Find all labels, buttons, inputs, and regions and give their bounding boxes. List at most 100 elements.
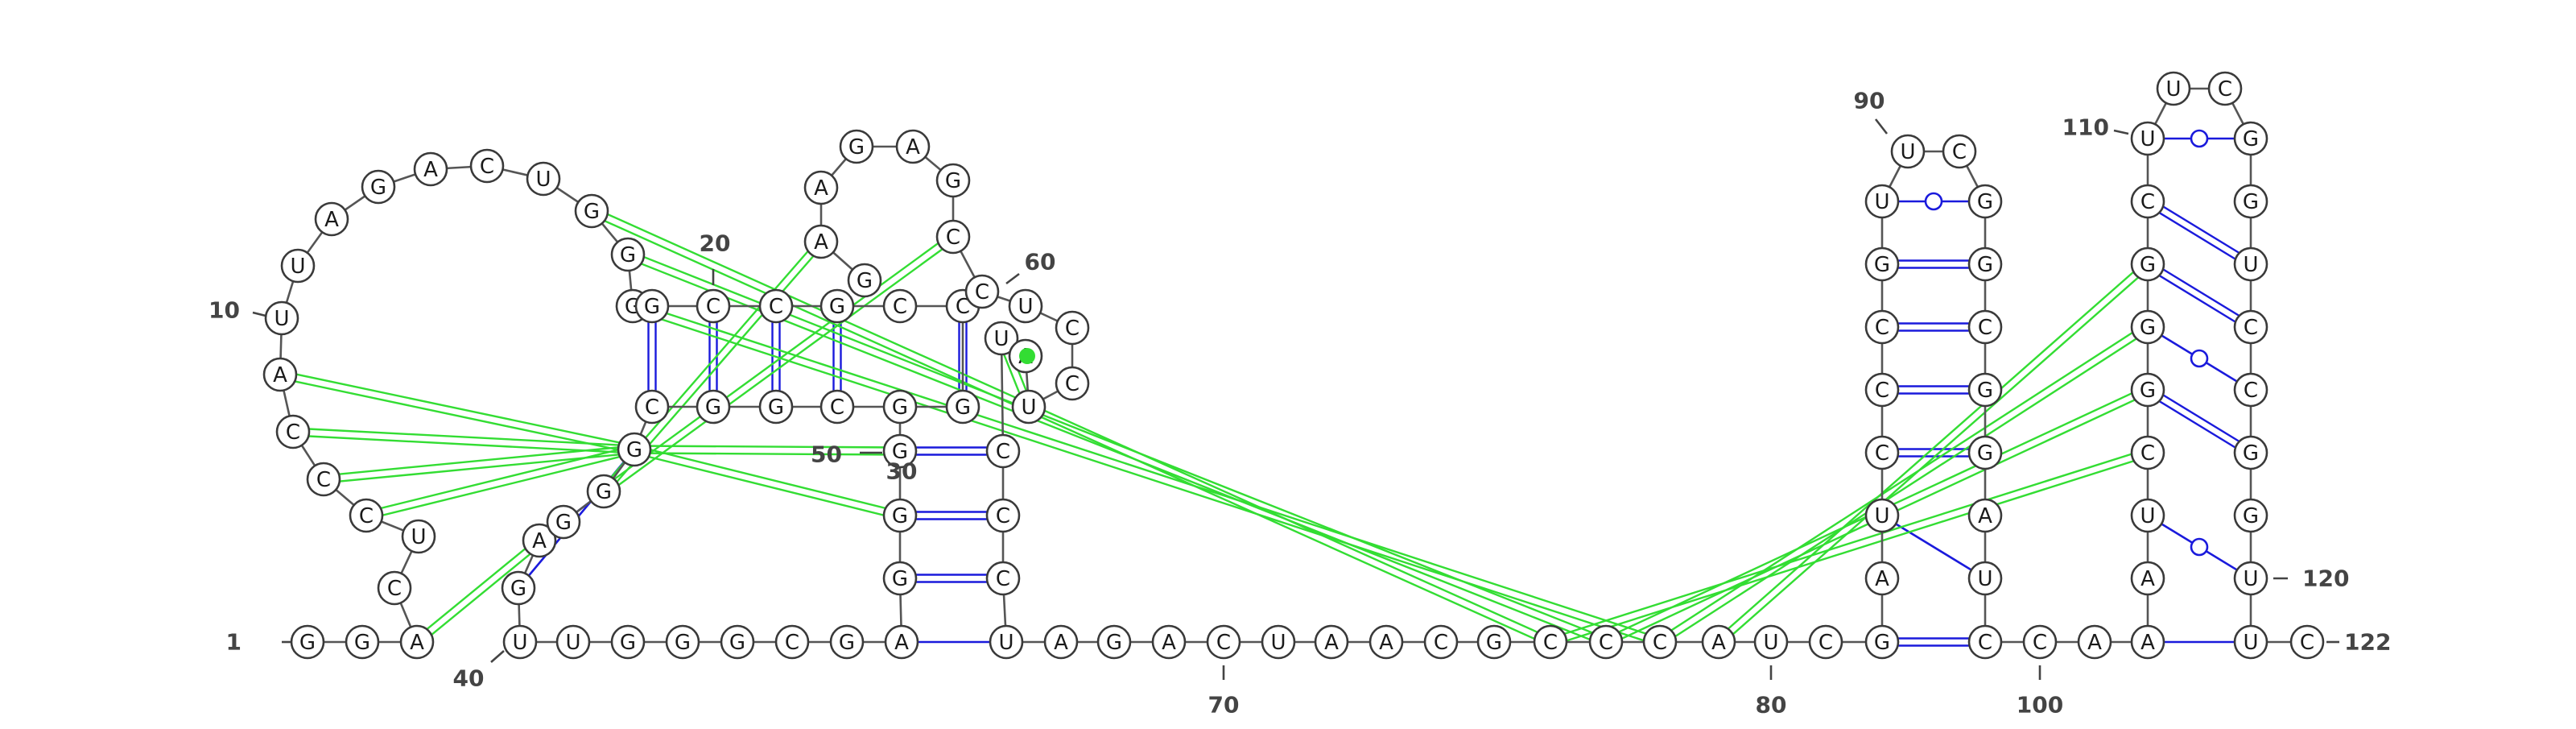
nucleotide: C xyxy=(985,433,1021,469)
nucleotide-base: A xyxy=(423,158,438,182)
nucleotide: U xyxy=(502,624,538,660)
nucleotide: G xyxy=(2233,435,2268,470)
nucleotide-base: G xyxy=(2140,253,2156,277)
nucleotide: G xyxy=(501,570,536,606)
nucleotide: A xyxy=(1864,561,1900,596)
nucleotide-base: A xyxy=(906,135,920,159)
pseudoknot-pair-a xyxy=(1550,455,2149,647)
nucleotide: C xyxy=(2207,71,2243,106)
nucleotide: C xyxy=(696,288,731,324)
position-label: 110 xyxy=(2062,114,2109,141)
backbone-layer xyxy=(279,87,2307,644)
nucleotide-base: C xyxy=(1875,379,1889,403)
nucleotide: C xyxy=(2022,624,2058,660)
nucleotide-base: C xyxy=(2033,631,2047,655)
nucleotide: A xyxy=(2130,624,2165,660)
nucleotide: G xyxy=(882,498,918,533)
nucleotide-base: G xyxy=(1486,631,1502,655)
pseudoknot-pair-a xyxy=(634,445,901,449)
nucleotide-base: C xyxy=(1978,316,1992,340)
position-label: 60 xyxy=(1025,249,1056,275)
nucleotide: G xyxy=(1967,184,2003,219)
nucleotide: A xyxy=(803,224,839,259)
nucleotide-base: G xyxy=(892,440,908,464)
nucleotide-base: C xyxy=(387,577,402,601)
canonical-pair-a xyxy=(2145,203,2250,268)
pseudoknot-pair-a xyxy=(366,452,636,520)
nucleotide-base: C xyxy=(1543,631,1558,655)
position-label: 120 xyxy=(2302,565,2349,592)
position-tick xyxy=(1005,272,1020,285)
nucleotide: G xyxy=(1864,624,1900,660)
nucleotide-base: U xyxy=(1874,190,1889,214)
pseudoknot-pair-b xyxy=(1549,448,2148,640)
nucleotide: G xyxy=(839,129,874,164)
nucleotide: G xyxy=(574,193,609,229)
nucleotide-base: G xyxy=(729,631,745,655)
nucleotide-base: A xyxy=(1162,631,1176,655)
nucleotide: U xyxy=(1753,624,1789,660)
position-label: 20 xyxy=(700,230,731,257)
pseudoknot-pair-a xyxy=(634,445,902,513)
nucleotide-base: G xyxy=(620,243,636,267)
nucleotide-base: G xyxy=(1977,253,1993,277)
nucleotide: G xyxy=(1864,246,1900,282)
nucleotide-base: A xyxy=(532,529,547,553)
nucleotide-base: A xyxy=(2140,631,2155,655)
nucleotide: C xyxy=(2289,624,2325,660)
nucleotide: C xyxy=(935,219,971,255)
nucleotide-base: C xyxy=(2140,441,2155,466)
nucleotide: C xyxy=(882,288,918,324)
nucleotide: A xyxy=(1368,624,1404,660)
nucleotide: C xyxy=(985,561,1021,596)
nucleotide-base: G xyxy=(2140,379,2156,403)
position-label: 50 xyxy=(811,441,842,468)
nucleotide-base: U xyxy=(2243,567,2258,591)
position-label: 122 xyxy=(2344,629,2391,656)
nucleotide: G xyxy=(610,237,646,272)
nucleotide: A xyxy=(1151,624,1187,660)
pseudoknot-pair-b xyxy=(280,370,636,447)
nucleotide: G xyxy=(1967,435,2003,470)
position-label: 1 xyxy=(226,629,242,656)
nucleotide: U xyxy=(526,161,561,197)
nucleotide: G xyxy=(586,474,621,509)
nucleotide: C xyxy=(377,570,412,606)
nucleotide-base: G xyxy=(299,631,316,655)
nucleotide-base: A xyxy=(1711,631,1726,655)
position-tick xyxy=(252,311,266,317)
nucleotide: U xyxy=(264,300,299,336)
nucleotide: G xyxy=(1967,372,2003,408)
nucleotide-base: C xyxy=(706,295,720,319)
nucleotide-base: C xyxy=(769,295,783,319)
nucleotide: G xyxy=(758,389,794,425)
position-label: 40 xyxy=(453,665,485,692)
canonical-pair-a xyxy=(2145,391,2250,457)
nucleotide: G xyxy=(665,624,700,660)
nucleotide: G xyxy=(945,389,980,425)
nucleotide: U xyxy=(989,624,1024,660)
nucleotide: G xyxy=(1967,246,2003,282)
nucleotide-base: C xyxy=(830,396,844,420)
nucleotide-base: C xyxy=(1875,316,1889,340)
nucleotide: G xyxy=(882,389,918,425)
nucleotide-base: G xyxy=(354,631,370,655)
nucleotide: G xyxy=(819,288,855,324)
nucleotide: G xyxy=(829,624,865,660)
nucleotide-base: C xyxy=(1065,317,1080,341)
nucleotide: G xyxy=(2130,372,2165,408)
nucleotide: C xyxy=(1423,624,1459,660)
nucleotide-base: G xyxy=(1874,631,1890,655)
nucleotide: C xyxy=(985,498,1021,533)
nucleotide: A xyxy=(803,170,839,205)
nucleotide: U xyxy=(1261,624,1296,660)
nucleotide-base: G xyxy=(675,631,691,655)
nucleotide-base: U xyxy=(1977,567,1992,591)
nucleotide: U xyxy=(2156,71,2191,106)
nucleotide: C xyxy=(2233,309,2268,345)
nucleotide-base: C xyxy=(316,468,331,492)
nucleotide-base: G xyxy=(2140,316,2156,340)
pseudoknot-pair-a xyxy=(1720,266,2151,646)
pseudoknot-marker-dot xyxy=(1019,348,1035,364)
